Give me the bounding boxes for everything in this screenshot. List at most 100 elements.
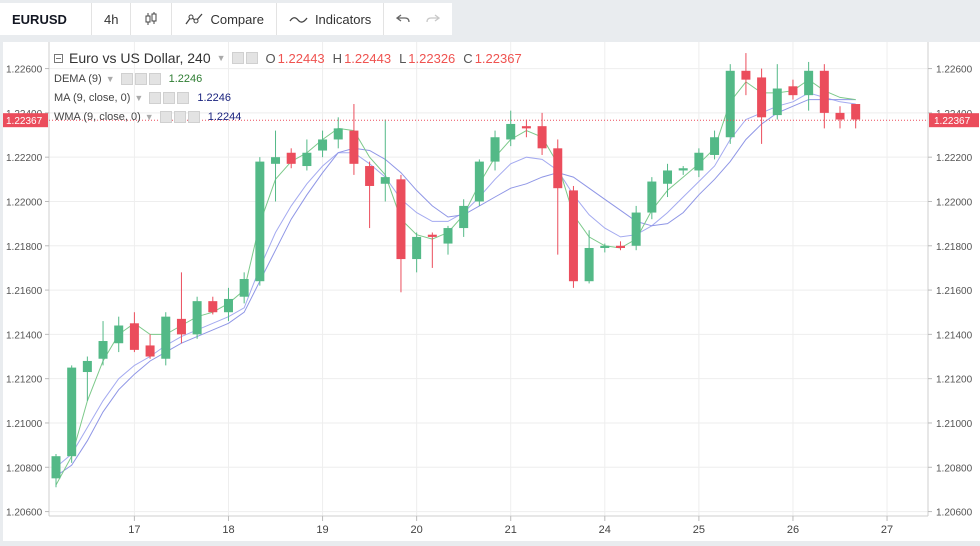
candle-up[interactable] <box>114 316 124 353</box>
candle-body <box>318 139 328 151</box>
eye-icon[interactable] <box>120 72 133 85</box>
undo-button[interactable] <box>384 3 452 35</box>
candle-up[interactable] <box>804 61 814 111</box>
chart-container[interactable]: 1.20600 1.20800 1.21000 1.21200 1.21400 1.216… <box>3 42 980 541</box>
eye-icon[interactable] <box>149 91 162 104</box>
candle-up[interactable] <box>412 232 422 273</box>
candle-up[interactable] <box>694 148 704 178</box>
candle-up[interactable] <box>600 243 610 253</box>
candle-up[interactable] <box>271 130 281 202</box>
candle-up[interactable] <box>584 230 594 284</box>
settings-icon[interactable] <box>163 91 176 104</box>
candle-up[interactable] <box>631 205 641 251</box>
chart-style-button[interactable] <box>131 3 173 35</box>
candle-body <box>223 298 233 313</box>
candle-down[interactable] <box>757 68 767 144</box>
x-tick-label: 27 <box>881 524 893 536</box>
candles-icon <box>143 11 159 27</box>
candle-up[interactable] <box>82 356 92 401</box>
candle-down[interactable] <box>365 161 375 229</box>
candle-up[interactable] <box>474 159 484 206</box>
candle-down[interactable] <box>788 79 798 100</box>
candle-down[interactable] <box>396 174 406 293</box>
candle-up[interactable] <box>647 177 657 220</box>
candle-body <box>537 126 547 149</box>
candle-up[interactable] <box>678 166 688 175</box>
eye-icon[interactable] <box>159 110 172 123</box>
candle-down[interactable] <box>741 53 751 96</box>
candle-down[interactable] <box>208 296 218 315</box>
eye-icon[interactable] <box>231 52 244 64</box>
candle-up[interactable] <box>161 312 171 366</box>
interval-label: 4h <box>104 11 119 27</box>
x-tick-label: 17 <box>128 524 140 536</box>
candle-body <box>835 112 845 120</box>
candle-up[interactable] <box>333 117 343 149</box>
settings-icon[interactable] <box>173 110 186 123</box>
x-tick-label: 19 <box>316 524 328 536</box>
candle-body <box>647 181 657 213</box>
candle-down[interactable] <box>819 64 829 129</box>
candle-down[interactable] <box>129 312 139 353</box>
candle-down[interactable] <box>835 106 845 129</box>
candle-up[interactable] <box>98 321 108 366</box>
caret-down-icon[interactable]: ▼ <box>105 73 115 84</box>
candle-up[interactable] <box>663 163 673 198</box>
candle-down[interactable] <box>176 272 186 344</box>
caret-down-icon[interactable]: ▼ <box>216 53 226 63</box>
candle-up[interactable] <box>192 296 202 339</box>
candle-body <box>349 130 359 164</box>
candle-up[interactable] <box>443 225 453 255</box>
candle-down[interactable] <box>145 334 155 359</box>
settings-icon[interactable] <box>245 52 258 64</box>
close-icon[interactable] <box>148 72 161 85</box>
candle-down[interactable] <box>427 232 437 268</box>
candle-up[interactable] <box>223 287 233 322</box>
candle-body <box>129 323 139 350</box>
redo-icon[interactable] <box>426 12 441 26</box>
candle-down[interactable] <box>286 148 296 169</box>
candle-down[interactable] <box>537 112 547 155</box>
candle-up[interactable] <box>725 64 735 144</box>
candle-body <box>710 137 720 155</box>
candle-down[interactable] <box>851 104 861 129</box>
candle-up[interactable] <box>318 130 328 158</box>
ohlc-low: L 1.22326 <box>399 50 456 66</box>
candle-up[interactable] <box>506 110 516 147</box>
symbol-search-button[interactable]: EURUSD <box>0 3 92 35</box>
candle-up[interactable] <box>772 64 782 120</box>
collapse-legend-icon[interactable] <box>54 53 63 63</box>
candle-up[interactable] <box>490 130 500 171</box>
candle-up[interactable] <box>710 130 720 160</box>
indicators-icon <box>289 11 309 27</box>
indicator-value: 1.2246 <box>168 72 203 85</box>
indicators-button[interactable]: Indicators <box>277 3 385 35</box>
close-icon[interactable] <box>187 110 200 123</box>
candle-up[interactable] <box>239 272 249 304</box>
candle-up[interactable] <box>459 199 469 237</box>
candle-down[interactable] <box>349 104 359 175</box>
candles-series <box>51 53 861 488</box>
x-tick-label: 18 <box>222 524 234 536</box>
candle-down[interactable] <box>553 139 563 255</box>
close-icon[interactable] <box>177 91 190 104</box>
compare-button[interactable]: Compare <box>172 3 277 35</box>
indicators-label: Indicators <box>314 11 372 27</box>
caret-down-icon[interactable]: ▼ <box>144 111 154 122</box>
caret-down-icon[interactable]: ▼ <box>134 92 144 103</box>
candle-body <box>192 301 202 335</box>
candle-up[interactable] <box>255 157 265 286</box>
ohlc-close: C 1.22367 <box>463 50 522 66</box>
candle-down[interactable] <box>568 185 578 288</box>
x-tick-label: 20 <box>411 524 423 536</box>
interval-button[interactable]: 4h <box>92 3 132 35</box>
settings-icon[interactable] <box>134 72 147 85</box>
candle-up[interactable] <box>380 119 390 202</box>
candle-down[interactable] <box>521 119 531 138</box>
indicator-value: 1.2244 <box>207 110 242 123</box>
legend-main-row: Euro vs US Dollar, 240 ▼ O 1.22443 H 1.224… <box>54 47 530 69</box>
candle-down[interactable] <box>615 241 625 251</box>
candle-up[interactable] <box>51 453 61 488</box>
candle-up[interactable] <box>67 365 77 463</box>
candle-up[interactable] <box>302 139 312 171</box>
